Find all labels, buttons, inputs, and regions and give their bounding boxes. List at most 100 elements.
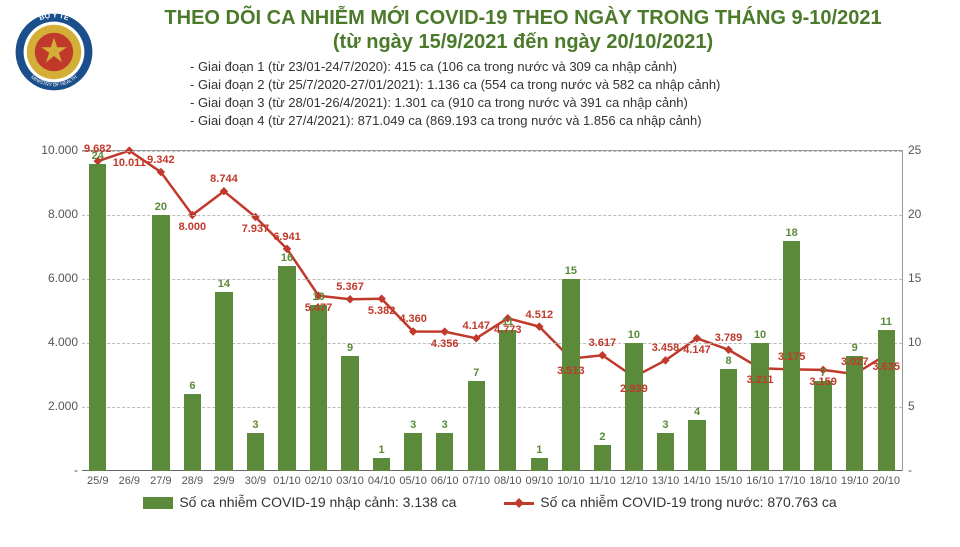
x-category-label: 25/9 <box>87 475 108 487</box>
bar-value-label: 2 <box>599 431 605 443</box>
bar <box>184 394 201 471</box>
line-value-label: 4.356 <box>431 338 459 350</box>
y-left-tick-label: 8.000 <box>40 207 78 221</box>
bar-value-label: 14 <box>218 278 230 290</box>
y-left-tick-label: 6.000 <box>40 271 78 285</box>
line-value-label: 4.360 <box>399 313 427 325</box>
line-value-label: 3.789 <box>715 332 743 344</box>
y-left-tick-label: 2.000 <box>40 399 78 413</box>
bar <box>625 343 642 471</box>
bar <box>751 343 768 471</box>
phase-annotations: - Giai đoạn 1 (từ 23/01-24/7/2020): 415 … <box>190 58 720 130</box>
ministry-logo: BỘ Y TẾ MINISTRY OF HEALTH <box>14 12 94 92</box>
y-right-tick-label: 20 <box>908 207 940 221</box>
line-value-label: 4.147 <box>683 344 711 356</box>
y-right-tick-label: 15 <box>908 271 940 285</box>
bar-value-label: 3 <box>252 419 258 431</box>
bar <box>436 433 453 471</box>
y-right-tick-label: 25 <box>908 143 940 157</box>
y-right-tick-label: 10 <box>908 335 940 349</box>
x-category-label: 16/10 <box>746 475 774 487</box>
title-line-2: (từ ngày 15/9/2021 đến ngày 20/10/2021) <box>100 30 946 54</box>
x-category-label: 29/9 <box>213 475 234 487</box>
line-value-label: 5.477 <box>305 302 333 314</box>
bar-value-label: 3 <box>410 419 416 431</box>
line-value-label: 4.512 <box>526 309 554 321</box>
bar-value-label: 15 <box>565 265 577 277</box>
x-category-label: 07/10 <box>462 475 490 487</box>
x-category-label: 08/10 <box>494 475 522 487</box>
bar <box>89 164 106 471</box>
bar <box>247 433 264 471</box>
phase-line: - Giai đoạn 1 (từ 23/01-24/7/2020): 415 … <box>190 58 720 76</box>
phase-line: - Giai đoạn 3 (từ 28/01-26/4/2021): 1.30… <box>190 94 720 112</box>
legend-bar-label: Số ca nhiễm COVID-19 nhập cảnh: 3.138 ca <box>179 494 456 510</box>
chart-legend: Số ca nhiễm COVID-19 nhập cảnh: 3.138 ca… <box>40 494 940 510</box>
plot-area: 2425/926/92027/9628/91429/9330/91601/101… <box>82 150 903 471</box>
x-category-label: 30/9 <box>245 475 266 487</box>
x-category-label: 05/10 <box>399 475 427 487</box>
bar-value-label: 7 <box>473 367 479 379</box>
x-category-label: 19/10 <box>841 475 869 487</box>
bar <box>499 330 516 471</box>
line-value-label: 7.937 <box>242 223 270 235</box>
x-category-label: 01/10 <box>273 475 301 487</box>
x-category-label: 03/10 <box>336 475 364 487</box>
line-value-label: 10.011 <box>113 157 146 169</box>
y-right-tick-label: 5 <box>908 399 940 413</box>
bar <box>215 292 232 471</box>
line-value-label: 2.939 <box>620 383 648 395</box>
bar <box>878 330 895 471</box>
y-right-tick-label: - <box>908 463 940 477</box>
x-category-label: 18/10 <box>809 475 837 487</box>
gridline <box>82 343 902 344</box>
x-category-label: 11/10 <box>589 475 616 487</box>
x-category-label: 09/10 <box>526 475 554 487</box>
legend-line-label: Số ca nhiễm COVID-19 trong nước: 870.763… <box>540 494 836 510</box>
covid-chart: 2425/926/92027/9628/91429/9330/91601/101… <box>40 150 940 510</box>
x-category-label: 13/10 <box>652 475 680 487</box>
x-category-label: 17/10 <box>778 475 806 487</box>
line-value-label: 3.159 <box>809 376 837 388</box>
y-left-tick-label: 4.000 <box>40 335 78 349</box>
bar-value-label: 10 <box>628 329 640 341</box>
bar <box>846 356 863 471</box>
gridline <box>82 407 902 408</box>
x-category-label: 10/10 <box>557 475 585 487</box>
line-value-label: 5.382 <box>368 305 396 317</box>
y-left-tick-label: - <box>40 463 78 477</box>
bar <box>657 433 674 471</box>
bar <box>152 215 169 471</box>
bar-value-label: 20 <box>155 201 167 213</box>
y-left-tick-label: 10.000 <box>40 143 78 157</box>
bar-value-label: 1 <box>379 444 385 456</box>
bar-value-label: 3 <box>662 419 668 431</box>
bar <box>373 458 390 471</box>
bar <box>814 381 831 471</box>
gridline <box>82 151 902 152</box>
bar <box>404 433 421 471</box>
bar <box>310 305 327 471</box>
x-category-label: 12/10 <box>620 475 648 487</box>
x-category-label: 28/9 <box>182 475 203 487</box>
bar-value-label: 3 <box>442 419 448 431</box>
bar-value-label: 8 <box>725 355 731 367</box>
line-series-svg <box>82 151 902 471</box>
x-category-label: 02/10 <box>305 475 333 487</box>
line-value-label: 3.458 <box>652 342 680 354</box>
line-value-label: 4.147 <box>462 320 490 332</box>
gridline <box>82 279 902 280</box>
chart-title-block: THEO DÕI CA NHIỄM MỚI COVID-19 THEO NGÀY… <box>100 6 946 54</box>
bar-value-label: 16 <box>281 252 293 264</box>
line-value-label: 3.175 <box>778 351 806 363</box>
bar-value-label: 6 <box>189 380 195 392</box>
x-category-label: 26/9 <box>119 475 140 487</box>
line-value-label: 3.513 <box>557 365 585 377</box>
bar-value-label: 11 <box>880 316 892 328</box>
title-line-1: THEO DÕI CA NHIỄM MỚI COVID-19 THEO NGÀY… <box>100 6 946 30</box>
line-value-label: 3.027 <box>841 356 869 368</box>
x-category-label: 15/10 <box>715 475 743 487</box>
legend-line: Số ca nhiễm COVID-19 trong nước: 870.763… <box>504 494 836 510</box>
bar-value-label: 4 <box>694 406 700 418</box>
bar <box>720 369 737 471</box>
